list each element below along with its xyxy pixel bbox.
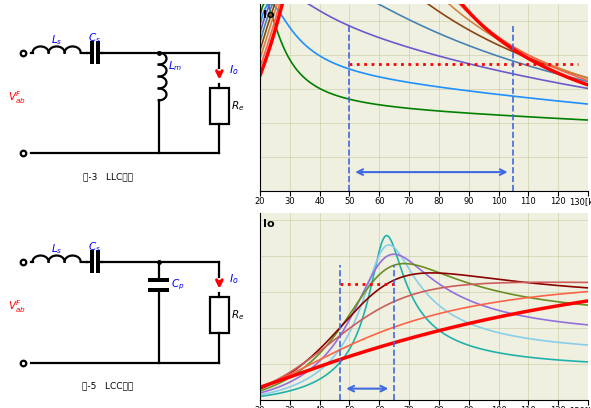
Text: $V_{ab}^F$: $V_{ab}^F$ <box>8 89 26 106</box>
Text: $R_e$: $R_e$ <box>232 99 245 113</box>
Text: $I_o$: $I_o$ <box>229 272 239 286</box>
Text: 图-3   LLC拓扑: 图-3 LLC拓扑 <box>83 173 133 182</box>
Text: $R_e$: $R_e$ <box>232 308 245 322</box>
Text: 图-4   采用LLC做恒流的输出电流-频率曲线: 图-4 采用LLC做恒流的输出电流-频率曲线 <box>365 217 483 226</box>
Text: $C_p$: $C_p$ <box>171 278 184 292</box>
Text: Io: Io <box>263 10 274 20</box>
Text: $V_{ab}^F$: $V_{ab}^F$ <box>8 298 26 315</box>
Text: $C_s$: $C_s$ <box>88 31 101 45</box>
Text: 图-5   LCC拓扑: 图-5 LCC拓扑 <box>82 381 134 390</box>
Text: $L_s$: $L_s$ <box>51 242 62 256</box>
Bar <box>210 297 229 333</box>
Text: Io: Io <box>263 219 274 229</box>
Bar <box>210 88 229 124</box>
Text: $L_s$: $L_s$ <box>51 33 62 47</box>
Text: $C_s$: $C_s$ <box>88 240 101 254</box>
Text: $L_m$: $L_m$ <box>168 59 183 73</box>
Text: $I_o$: $I_o$ <box>229 63 239 77</box>
